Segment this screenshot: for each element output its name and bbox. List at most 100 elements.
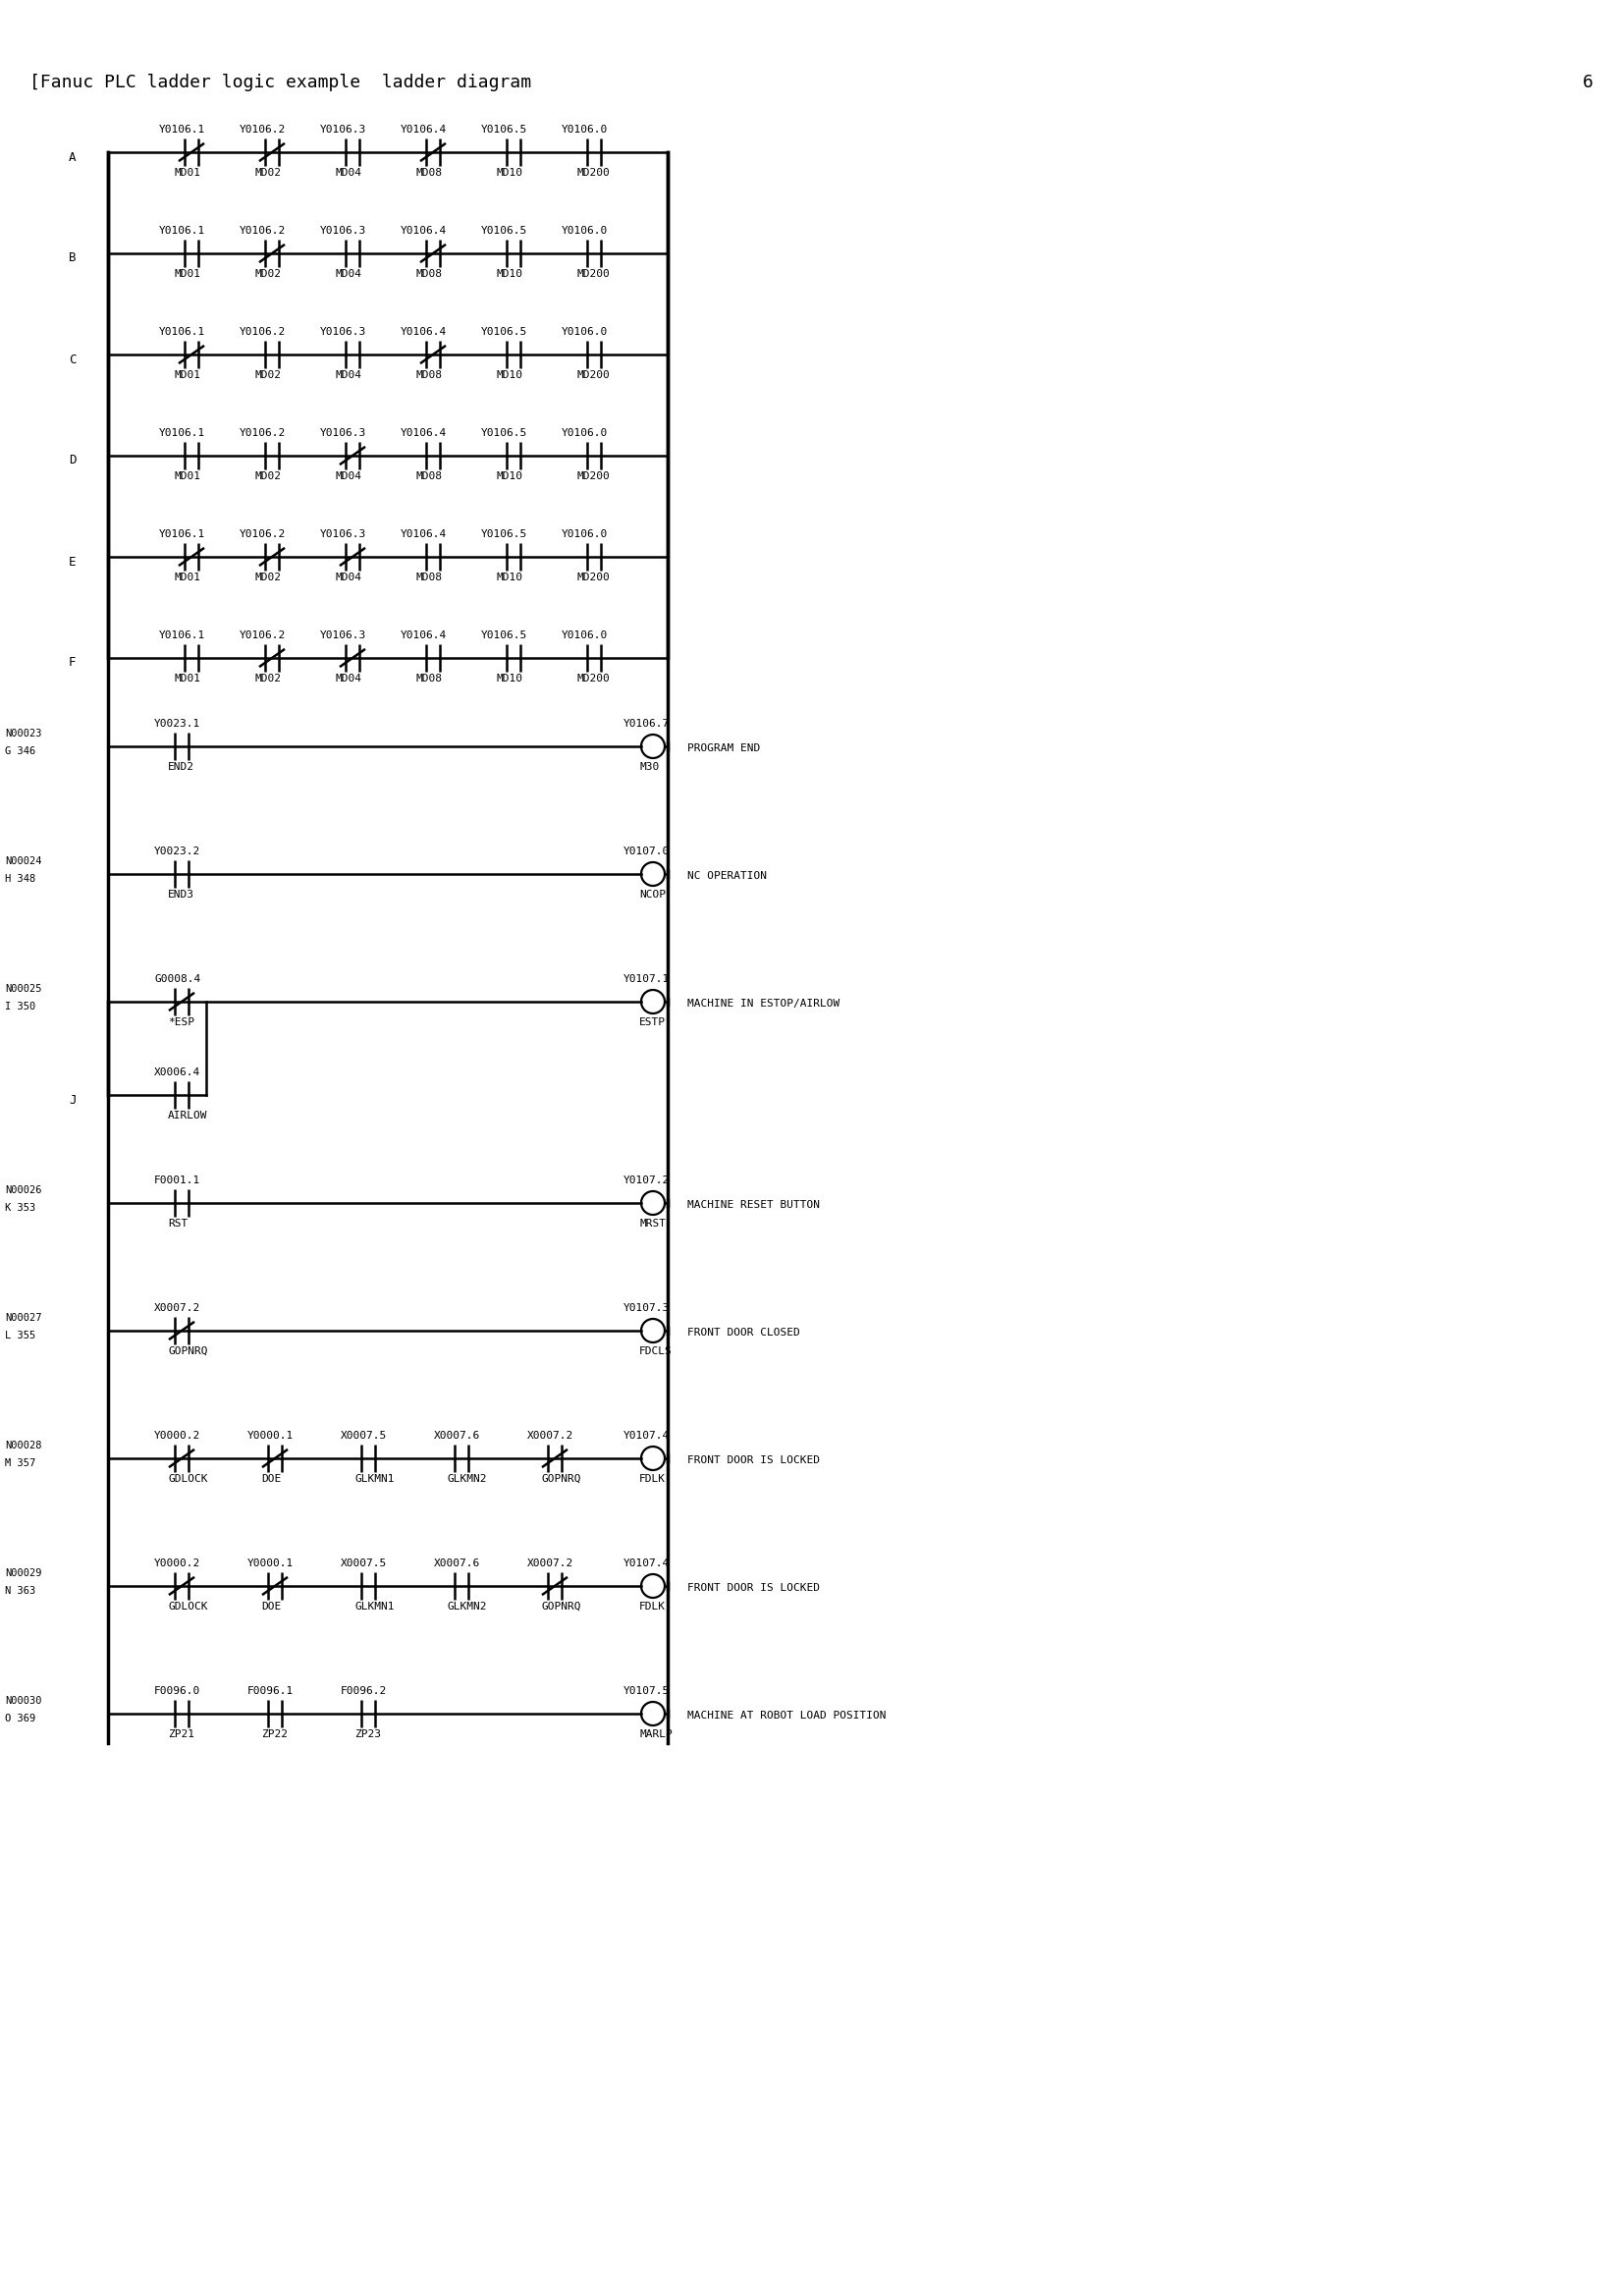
Text: MD02: MD02 [255,168,281,177]
Text: FDLK: FDLK [639,1474,665,1483]
Text: MD200: MD200 [576,168,610,177]
Text: Y0106.3: Y0106.3 [320,530,367,540]
Text: M 357: M 357 [5,1458,36,1467]
Text: X0007.6: X0007.6 [433,1559,480,1568]
Text: M30: M30 [639,762,659,771]
Text: MD02: MD02 [255,572,281,583]
Text: Y0106.5: Y0106.5 [480,530,527,540]
Text: AIRLOW: AIRLOW [167,1111,208,1120]
Text: F: F [68,657,76,668]
Text: Y0106.2: Y0106.2 [240,530,286,540]
Text: N 363: N 363 [5,1587,36,1596]
Text: X0007.5: X0007.5 [341,1430,388,1440]
Text: Y0000.1: Y0000.1 [247,1430,294,1440]
Text: Y0106.0: Y0106.0 [562,631,609,641]
Text: *ESP: *ESP [167,1017,195,1026]
Text: J: J [68,1093,76,1107]
Text: MD08: MD08 [415,572,441,583]
Text: Y0023.1: Y0023.1 [154,719,201,728]
Text: Y0107.4: Y0107.4 [623,1559,670,1568]
Text: MD01: MD01 [174,168,200,177]
Text: MD04: MD04 [334,572,362,583]
Text: F0096.1: F0096.1 [247,1685,294,1697]
Text: Y0106.2: Y0106.2 [240,427,286,439]
Text: MD200: MD200 [576,471,610,482]
Text: Y0107.5: Y0107.5 [623,1685,670,1697]
Text: MD10: MD10 [497,471,523,482]
Text: GDLOCK: GDLOCK [167,1603,208,1612]
Text: L 355: L 355 [5,1332,36,1341]
Text: ZP22: ZP22 [261,1729,287,1738]
Text: Y0106.3: Y0106.3 [320,631,367,641]
Text: MD200: MD200 [576,572,610,583]
Text: NCOP: NCOP [639,891,665,900]
Text: MD01: MD01 [174,572,200,583]
Text: ESTP: ESTP [639,1017,665,1026]
Text: B: B [68,253,76,264]
Text: Y0106.4: Y0106.4 [401,326,446,338]
Text: X0007.2: X0007.2 [527,1430,573,1440]
Text: MD02: MD02 [255,269,281,278]
Text: GOPNRQ: GOPNRQ [167,1345,208,1357]
Text: G0008.4: G0008.4 [154,974,201,985]
Text: MD200: MD200 [576,269,610,278]
Text: MD01: MD01 [174,673,200,684]
Text: MARLP: MARLP [639,1729,672,1738]
Text: F0096.2: F0096.2 [341,1685,388,1697]
Text: MD200: MD200 [576,673,610,684]
Text: MD04: MD04 [334,269,362,278]
Text: Y0106.3: Y0106.3 [320,124,367,135]
Text: GLKMN1: GLKMN1 [354,1603,394,1612]
Text: Y0106.5: Y0106.5 [480,631,527,641]
Text: MD01: MD01 [174,370,200,381]
Text: GDLOCK: GDLOCK [167,1474,208,1483]
Text: E: E [68,556,76,567]
Text: Y0106.5: Y0106.5 [480,427,527,439]
Text: Y0106.2: Y0106.2 [240,124,286,135]
Text: ZP23: ZP23 [354,1729,381,1738]
Text: Y0106.1: Y0106.1 [159,427,206,439]
Text: MD10: MD10 [497,572,523,583]
Text: PROGRAM END: PROGRAM END [687,744,760,753]
Text: O 369: O 369 [5,1713,36,1724]
Text: MD200: MD200 [576,370,610,381]
Text: Y0107.1: Y0107.1 [623,974,670,985]
Text: MD08: MD08 [415,269,441,278]
Text: MD08: MD08 [415,370,441,381]
Text: Y0106.3: Y0106.3 [320,326,367,338]
Text: N00029: N00029 [5,1568,42,1577]
Text: MACHINE IN ESTOP/AIRLOW: MACHINE IN ESTOP/AIRLOW [687,999,839,1008]
Text: N00027: N00027 [5,1313,42,1322]
Text: N00023: N00023 [5,728,42,739]
Text: 6: 6 [1582,73,1594,92]
Text: MD02: MD02 [255,673,281,684]
Text: MD08: MD08 [415,168,441,177]
Text: MD08: MD08 [415,673,441,684]
Text: FRONT DOOR IS LOCKED: FRONT DOOR IS LOCKED [687,1456,820,1465]
Text: N00030: N00030 [5,1697,42,1706]
Text: FRONT DOOR IS LOCKED: FRONT DOOR IS LOCKED [687,1582,820,1593]
Text: MD08: MD08 [415,471,441,482]
Text: Y0000.1: Y0000.1 [247,1559,294,1568]
Text: F0001.1: F0001.1 [154,1176,201,1185]
Text: MD02: MD02 [255,370,281,381]
Text: C: C [68,354,76,365]
Text: Y0106.4: Y0106.4 [401,530,446,540]
Text: Y0106.1: Y0106.1 [159,124,206,135]
Text: N00024: N00024 [5,856,42,866]
Text: END3: END3 [167,891,195,900]
Text: H 348: H 348 [5,875,36,884]
Text: X0007.2: X0007.2 [154,1304,201,1313]
Text: Y0106.2: Y0106.2 [240,326,286,338]
Text: MD04: MD04 [334,370,362,381]
Text: MACHINE AT ROBOT LOAD POSITION: MACHINE AT ROBOT LOAD POSITION [687,1711,886,1720]
Text: N00026: N00026 [5,1185,42,1196]
Text: Y0107.3: Y0107.3 [623,1304,670,1313]
Text: MD04: MD04 [334,673,362,684]
Text: GOPNRQ: GOPNRQ [540,1603,581,1612]
Text: K 353: K 353 [5,1203,36,1212]
Text: F0096.0: F0096.0 [154,1685,201,1697]
Text: Y0000.2: Y0000.2 [154,1430,201,1440]
Text: MD10: MD10 [497,370,523,381]
Text: I 350: I 350 [5,1001,36,1013]
